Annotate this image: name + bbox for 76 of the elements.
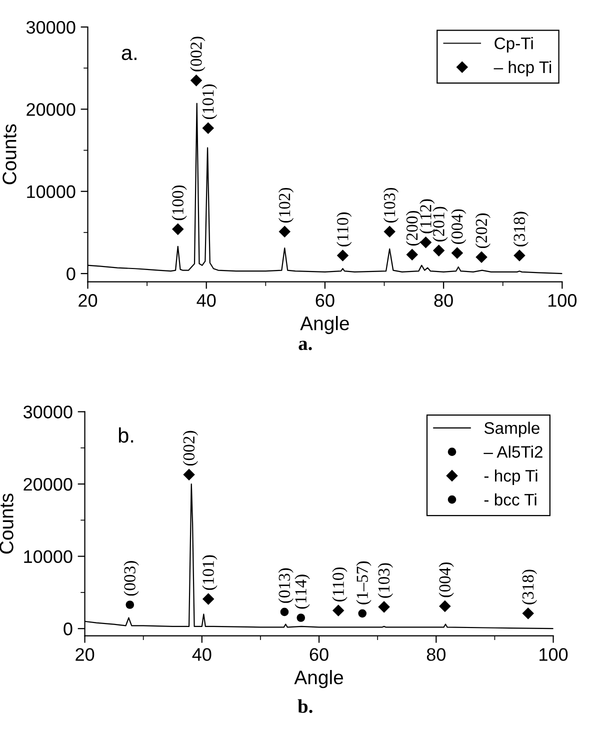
legend-label: - bcc Ti xyxy=(484,493,536,506)
annotation: (110) xyxy=(336,212,352,246)
point xyxy=(522,608,534,620)
annotation: (110) xyxy=(332,567,348,602)
annotation: (101) xyxy=(202,84,218,120)
point xyxy=(296,614,306,622)
point xyxy=(190,74,202,86)
y-axis-title: Counts xyxy=(2,124,16,184)
point xyxy=(126,600,134,609)
x-tick-label: 60 xyxy=(316,294,334,307)
annotation: (101) xyxy=(202,555,218,590)
annotation: (100) xyxy=(172,185,187,220)
x-tick-label: 60 xyxy=(310,648,328,661)
y-tick-label: 20000 xyxy=(24,478,72,491)
annotation: (004) xyxy=(451,209,466,244)
annotation: (202) xyxy=(475,213,490,248)
point xyxy=(332,604,344,616)
point xyxy=(202,122,214,134)
annotation: (102) xyxy=(278,188,294,223)
y-tick-label: 10000 xyxy=(24,550,72,564)
point xyxy=(280,608,289,616)
annotation: (201) xyxy=(432,206,448,242)
x-axis-title: Angle xyxy=(300,316,349,334)
annotation: (003) xyxy=(124,561,139,596)
y-tick-label: 20000 xyxy=(26,103,76,116)
point xyxy=(358,609,367,618)
point xyxy=(202,593,214,605)
y-tick-label: 30000 xyxy=(23,406,72,418)
point xyxy=(452,247,463,259)
x-axis-title: Angle xyxy=(294,670,344,688)
annotation: (114) xyxy=(294,574,310,609)
annotation: (318) xyxy=(522,570,538,604)
annotation: (013) xyxy=(278,568,294,603)
x-tick-label: 40 xyxy=(192,648,212,661)
point xyxy=(384,226,396,238)
point xyxy=(337,250,348,262)
point xyxy=(433,244,444,256)
x-tick-label: 100 xyxy=(548,294,577,307)
legend-label: Cp-Ti xyxy=(494,37,533,53)
x-tick-label: 80 xyxy=(434,294,453,307)
text: a. xyxy=(298,340,312,350)
point xyxy=(406,249,418,260)
annotation: (1–57) xyxy=(356,561,372,604)
annotation: (112) xyxy=(420,199,435,234)
point xyxy=(476,252,488,263)
x-tick-label: 20 xyxy=(76,648,94,661)
text: b. xyxy=(298,699,312,713)
annotation: (002) xyxy=(190,36,206,72)
point xyxy=(439,600,451,612)
annotation: a. xyxy=(122,48,136,60)
y-axis-title: Counts xyxy=(0,494,14,554)
y-tick-label: 30000 xyxy=(26,20,76,34)
legend-label: – hcp Ti xyxy=(494,60,552,76)
annotation: (318) xyxy=(513,212,528,246)
x-tick-label: 20 xyxy=(78,294,98,307)
point xyxy=(183,469,195,480)
y-tick-label: 0 xyxy=(64,622,72,636)
annotation: (103) xyxy=(378,563,393,598)
legend-label: - hcp Ti xyxy=(484,469,538,485)
legend-label: Sample xyxy=(484,422,540,438)
point xyxy=(279,226,290,238)
x-tick-label: 80 xyxy=(426,648,446,661)
point xyxy=(420,236,432,248)
annotation: (004) xyxy=(438,562,454,598)
point xyxy=(378,601,390,613)
point xyxy=(172,224,184,235)
x-tick-label: 100 xyxy=(540,648,568,661)
legend-label: – Al5Ti2 xyxy=(484,446,542,458)
annotation: (200) xyxy=(406,210,422,246)
annotation: (103) xyxy=(383,188,399,223)
point xyxy=(514,250,526,262)
x-tick-label: 40 xyxy=(196,294,216,307)
annotation: (002) xyxy=(182,430,198,466)
annotation: b. xyxy=(118,427,134,443)
y-tick-label: 10000 xyxy=(27,185,76,198)
y-tick-label: 0 xyxy=(66,267,76,280)
